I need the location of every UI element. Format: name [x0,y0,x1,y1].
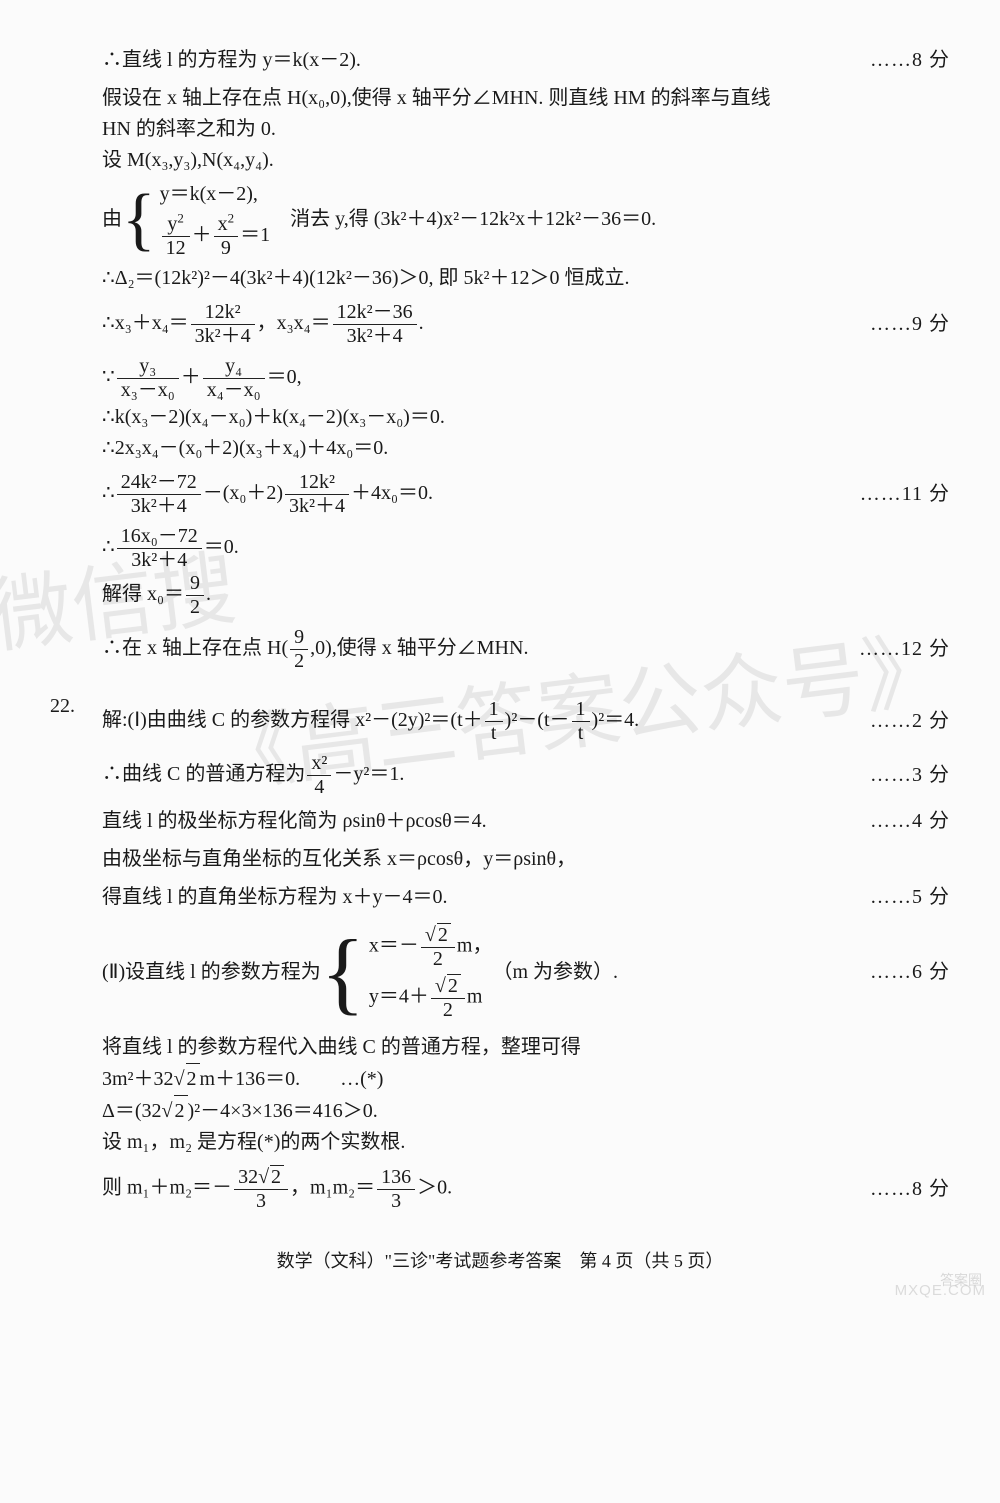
math-text: Δ＝(32√2)²－4×3×136＝416＞0. [102,1095,950,1127]
points-marker: ……8 分 [850,1174,950,1205]
math-text: 解得 x₀＝92. [102,572,950,619]
math-text: ∵y₃x₃－x₀＋y₄x₄－x₀＝0, [102,355,950,402]
math-text: 由极坐标与直角坐标的互化关系 x＝ρcosθ，y＝ρsinθ， [102,844,950,875]
math-text: 解:(Ⅰ)由曲线 C 的参数方程得 x²－(2y)²＝(t＋1t)²－(t－1t… [102,698,850,745]
points-marker: ……6 分 [850,957,950,988]
points-marker: ……2 分 [850,706,950,737]
brace-icon: { [122,192,156,248]
step-line: ∴曲线 C 的普通方程为x²4－y²＝1. ……3 分 [102,752,950,799]
system-equation: 由 { y＝k(x－2), y212＋x29＝1 消去 y,得 (3k²＋4)x… [102,176,950,263]
math-text: ∴Δ₂＝(12k²)²－4(3k²＋4)(12k²－36)＞0, 即 5k²＋1… [102,263,950,294]
math-text: 将直线 l 的参数方程代入曲线 C 的普通方程，整理可得 [102,1032,950,1063]
step-line: 解:(Ⅰ)由曲线 C 的参数方程得 x²－(2y)²＝(t＋1t)²－(t－1t… [102,698,950,745]
math-text: ∴x₃＋x₄＝12k²3k²＋4，x₃x₄＝12k²－363k²＋4. [102,301,850,348]
math-text: ∴24k²－723k²＋4－(x₀＋2)12k²3k²＋4＋4x₀＝0. [102,471,840,518]
points-marker: ……11 分 [840,479,950,510]
step-line: (Ⅱ)设直线 l 的参数方程为 { x＝－√22m， y＝4＋√22m （m 为… [102,920,950,1025]
points-marker: ……12 分 [839,634,950,665]
points-marker: ……4 分 [850,806,950,837]
math-text: 消去 y,得 (3k²＋4)x²－12k²x＋12k²－36＝0. [270,204,656,235]
corner-logo-url: MXQE.COM [895,1279,986,1302]
points-marker: ……8 分 [850,45,950,76]
math-text: 由 [102,204,122,235]
brace-body: x＝－√22m， y＝4＋√22m [369,920,493,1025]
math-text: ∴在 x 轴上存在点 H(92,0),使得 x 轴平分∠MHN. [102,626,839,673]
brace-icon: { [321,936,365,1010]
math-text: ∴直线 l 的方程为 y＝k(x－2). [102,45,850,76]
step-line: 得直线 l 的直角坐标方程为 x＋y－4＝0. ……5 分 [102,882,950,913]
step-line: 则 m₁＋m₂＝－32√23，m₁m₂＝1363＞0. ……8 分 [102,1165,950,1213]
math-text: (Ⅱ)设直线 l 的参数方程为 [102,957,321,988]
points-marker: ……5 分 [850,882,950,913]
math-text: ∴曲线 C 的普通方程为x²4－y²＝1. [102,752,850,799]
math-text: 则 m₁＋m₂＝－32√23，m₁m₂＝1363＞0. [102,1165,850,1213]
math-text: 设 M(x₃,y₃),N(x₄,y₄). [102,145,950,176]
math-text: ∴2x₃x₄－(x₀＋2)(x₃＋x₄)＋4x₀＝0. [102,433,950,464]
math-text: x＝－√22m， [369,923,493,971]
step-line: ∴24k²－723k²＋4－(x₀＋2)12k²3k²＋4＋4x₀＝0. ……1… [102,471,950,518]
step-line: 直线 l 的极坐标方程化简为 ρsinθ＋ρcosθ＝4. ……4 分 [102,806,950,837]
math-text: HN 的斜率之和为 0. [102,114,950,145]
points-marker: ……3 分 [850,760,950,791]
points-marker: ……9 分 [850,309,950,340]
math-text: 设 m₁，m₂ 是方程(*)的两个实数根. [102,1127,950,1158]
step-line: ∴在 x 轴上存在点 H(92,0),使得 x 轴平分∠MHN. ……12 分 [102,626,950,673]
math-text: 直线 l 的极坐标方程化简为 ρsinθ＋ρcosθ＝4. [102,806,850,837]
math-text: y＝4＋√22m [369,974,493,1022]
question-number: 22. [50,691,102,1220]
brace-body: y＝k(x－2), y212＋x29＝1 [160,176,271,263]
math-text: 得直线 l 的直角坐标方程为 x＋y－4＝0. [102,882,850,913]
math-text: y＝k(x－2), [160,179,271,210]
math-text: ∴k(x₃－2)(x₄－x₀)＋k(x₄－2)(x₃－x₀)＝0. [102,402,950,433]
math-text: （m 为参数）. [492,957,618,988]
question-22: 22. 解:(Ⅰ)由曲线 C 的参数方程得 x²－(2y)²＝(t＋1t)²－(… [50,691,950,1220]
step-line: ∴直线 l 的方程为 y＝k(x－2). ……8 分 [102,45,950,76]
math-text: 假设在 x 轴上存在点 H(x₀,0),使得 x 轴平分∠MHN. 则直线 HM… [102,83,950,114]
math-text: ∴16x₀－723k²＋4＝0. [102,525,950,572]
math-text: y212＋x29＝1 [160,213,271,260]
step-line: ∴x₃＋x₄＝12k²3k²＋4，x₃x₄＝12k²－363k²＋4. ……9 … [102,301,950,348]
page-footer: 数学（文科）"三诊"考试题参考答案 第 4 页（共 5 页） [50,1248,950,1276]
math-text: 3m²＋32√2m＋136＝0. …(*) [102,1063,950,1095]
system-equation: (Ⅱ)设直线 l 的参数方程为 { x＝－√22m， y＝4＋√22m （m 为… [102,920,850,1025]
